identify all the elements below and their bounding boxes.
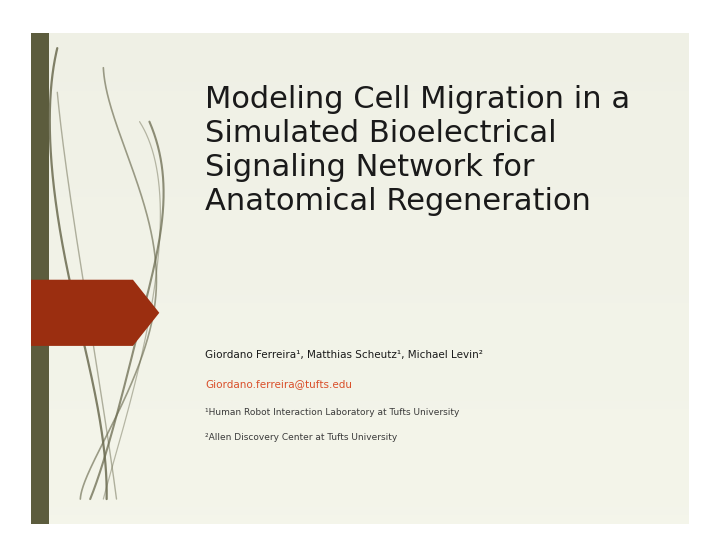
Bar — [31, 66, 689, 74]
Bar — [31, 458, 689, 466]
Bar — [31, 278, 689, 287]
Bar — [31, 466, 689, 475]
Bar — [31, 246, 689, 254]
Bar — [31, 156, 689, 164]
Bar — [31, 91, 689, 99]
Bar — [31, 172, 689, 180]
Bar — [31, 140, 689, 148]
Bar — [31, 58, 689, 66]
Bar — [31, 344, 689, 352]
Bar — [31, 189, 689, 197]
Bar — [31, 115, 689, 123]
Bar — [31, 319, 689, 328]
Bar — [31, 507, 689, 515]
Bar — [31, 74, 689, 82]
Text: Giordano.ferreira@tufts.edu: Giordano.ferreira@tufts.edu — [205, 379, 352, 389]
Bar — [31, 33, 689, 42]
Bar — [31, 107, 689, 115]
Bar — [31, 499, 689, 507]
Bar — [31, 401, 689, 409]
Bar — [31, 295, 689, 303]
Text: ²Allen Discovery Center at Tufts University: ²Allen Discovery Center at Tufts Univers… — [205, 433, 397, 442]
Bar — [31, 229, 689, 238]
Bar — [31, 123, 689, 131]
Bar — [31, 262, 689, 270]
Bar — [31, 221, 689, 229]
Bar — [31, 254, 689, 262]
Bar — [31, 360, 689, 368]
Bar — [31, 197, 689, 205]
Bar — [31, 426, 689, 434]
Bar — [31, 205, 689, 213]
Bar — [31, 148, 689, 156]
Bar — [31, 475, 689, 483]
Bar — [31, 311, 689, 319]
Bar — [31, 213, 689, 221]
Bar — [31, 328, 689, 336]
Bar — [31, 393, 689, 401]
Bar — [31, 385, 689, 393]
Bar — [31, 287, 689, 295]
Bar — [31, 442, 689, 450]
Bar — [31, 33, 50, 524]
Bar — [31, 180, 689, 189]
Bar — [31, 434, 689, 442]
Bar — [31, 42, 689, 50]
Bar — [31, 303, 689, 311]
Bar — [31, 491, 689, 499]
Bar — [31, 515, 689, 524]
Bar — [31, 336, 689, 344]
Text: Modeling Cell Migration in a
Simulated Bioelectrical
Signaling Network for
Anato: Modeling Cell Migration in a Simulated B… — [205, 85, 631, 216]
Bar — [31, 50, 689, 58]
Bar — [31, 483, 689, 491]
Text: Giordano Ferreira¹, Matthias Scheutz¹, Michael Levin²: Giordano Ferreira¹, Matthias Scheutz¹, M… — [205, 350, 483, 360]
Bar — [31, 164, 689, 172]
Bar — [31, 352, 689, 360]
Bar — [31, 82, 689, 91]
Bar — [31, 131, 689, 140]
Bar — [31, 377, 689, 385]
Text: ¹Human Robot Interaction Laboratory at Tufts University: ¹Human Robot Interaction Laboratory at T… — [205, 408, 460, 417]
Bar — [31, 417, 689, 426]
Bar — [31, 409, 689, 417]
Bar — [31, 238, 689, 246]
Bar — [31, 99, 689, 107]
Bar — [31, 450, 689, 458]
Bar — [31, 368, 689, 377]
Polygon shape — [31, 280, 159, 346]
Bar — [31, 270, 689, 278]
